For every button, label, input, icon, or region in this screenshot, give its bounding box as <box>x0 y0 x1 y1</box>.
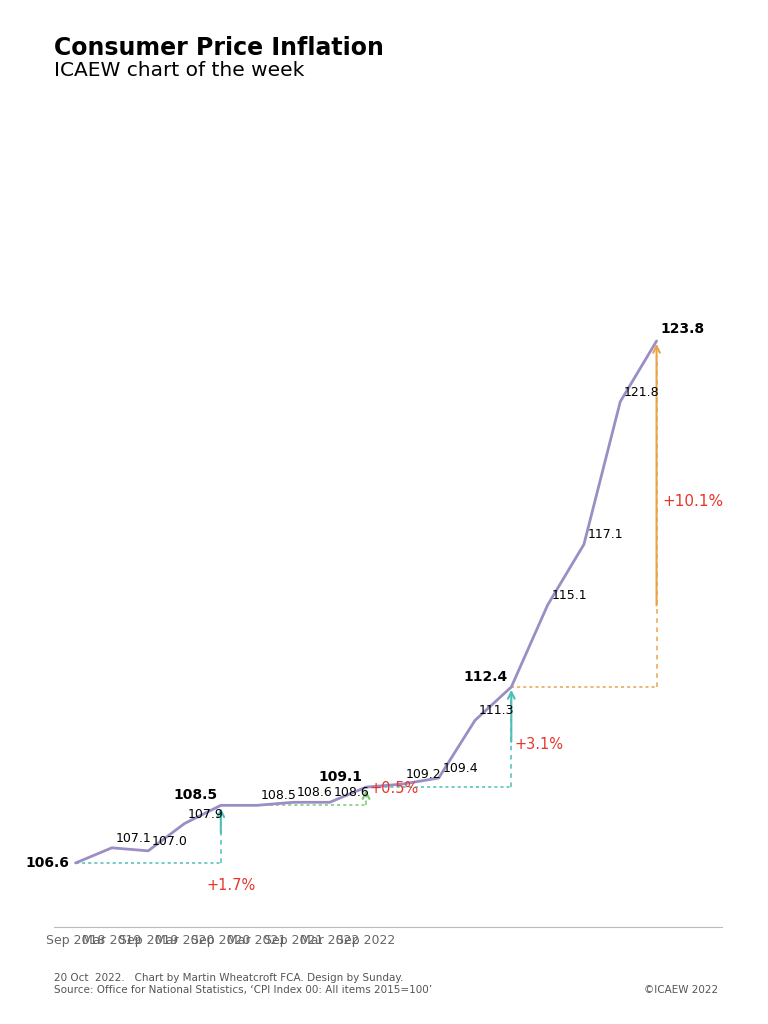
Text: 123.8: 123.8 <box>660 323 704 337</box>
Text: ICAEW chart of the week: ICAEW chart of the week <box>54 61 304 81</box>
Text: 109.4: 109.4 <box>442 762 478 775</box>
Text: 108.6: 108.6 <box>333 786 369 800</box>
Text: +1.7%: +1.7% <box>207 879 256 893</box>
Text: Consumer Price Inflation: Consumer Price Inflation <box>54 36 384 59</box>
Text: 112.4: 112.4 <box>463 670 508 684</box>
Text: 115.1: 115.1 <box>551 589 587 602</box>
Text: 106.6: 106.6 <box>26 856 70 870</box>
Text: 109.1: 109.1 <box>319 770 362 784</box>
Text: 108.6: 108.6 <box>297 786 333 800</box>
Text: 109.2: 109.2 <box>406 768 442 781</box>
Text: +10.1%: +10.1% <box>662 495 723 509</box>
Text: +3.1%: +3.1% <box>515 737 564 753</box>
Text: ©ICAEW 2022: ©ICAEW 2022 <box>644 985 718 995</box>
Text: 107.9: 107.9 <box>188 808 223 820</box>
Text: Source: Office for National Statistics, ‘CPI Index 00: All items 2015=100’: Source: Office for National Statistics, … <box>54 985 432 995</box>
Text: 111.3: 111.3 <box>478 705 514 718</box>
Text: 117.1: 117.1 <box>588 528 623 542</box>
Text: 121.8: 121.8 <box>624 386 660 398</box>
Text: 107.1: 107.1 <box>115 831 151 845</box>
Text: 107.0: 107.0 <box>152 835 187 848</box>
Text: 108.5: 108.5 <box>261 790 296 802</box>
Text: 20 Oct  2022.   Chart by Martin Wheatcroft FCA. Design by Sunday.: 20 Oct 2022. Chart by Martin Wheatcroft … <box>54 973 403 983</box>
Text: +0.5%: +0.5% <box>369 781 419 797</box>
Text: 108.5: 108.5 <box>173 788 217 802</box>
